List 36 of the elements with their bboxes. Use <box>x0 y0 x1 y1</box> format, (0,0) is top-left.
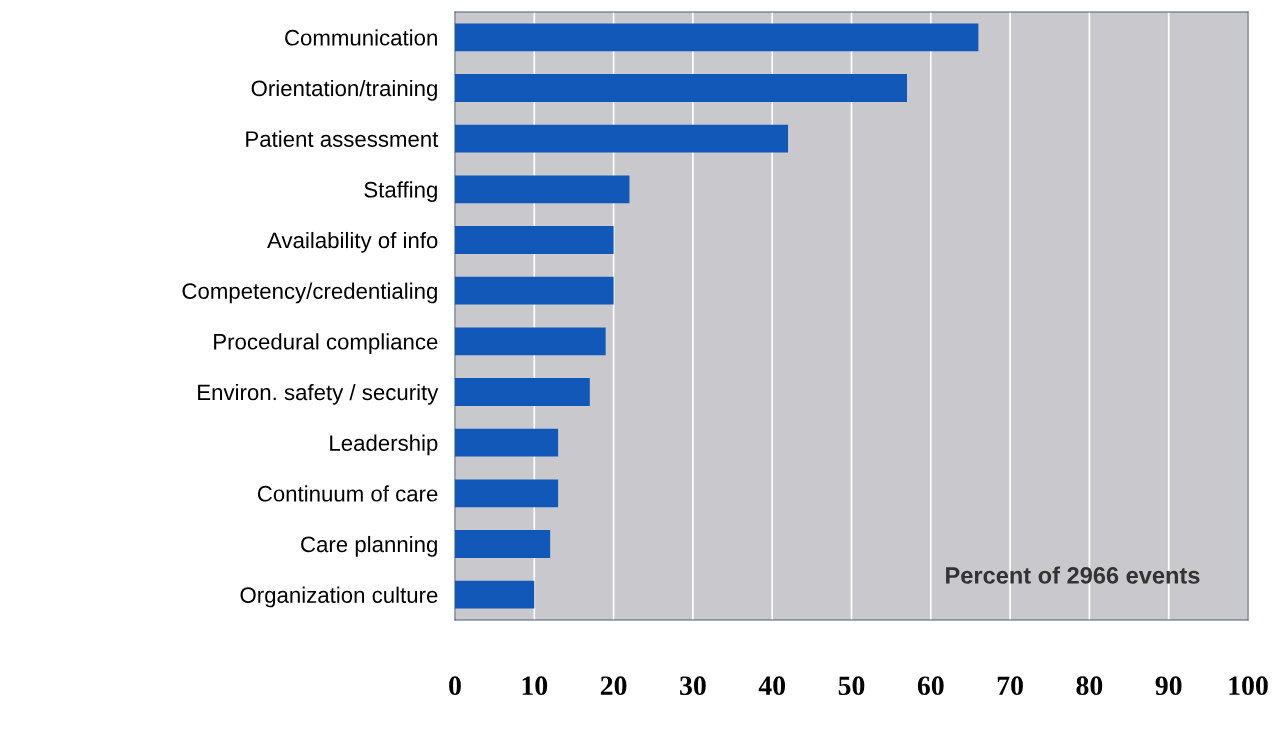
y-tick-label: Organization culture <box>240 586 438 608</box>
bar <box>455 378 590 406</box>
bar <box>455 327 606 356</box>
x-tick-label: 0 <box>449 676 461 696</box>
x-tick-label: 40 <box>758 676 786 696</box>
bar <box>455 580 535 609</box>
bar <box>455 74 908 102</box>
y-tick-label: Patient assessment <box>246 130 439 147</box>
y-tick-label: Staffing <box>364 181 437 202</box>
y-tick-label: Communication <box>285 29 437 46</box>
x-tick-label: 90 <box>1155 676 1182 696</box>
bar <box>455 530 551 558</box>
bar <box>455 428 559 457</box>
x-tick-label: 30 <box>680 676 706 696</box>
y-tick-label: Continuum of care <box>257 485 438 502</box>
y-tick-label: Orientation/training <box>251 79 437 101</box>
y-tick-label: Leadership <box>330 434 438 456</box>
x-tick-label: 60 <box>917 676 944 696</box>
bar <box>455 226 614 254</box>
x-tick-label: 10 <box>522 676 548 696</box>
x-tick-label: 20 <box>600 676 627 696</box>
annotation: Percent of 2966 events <box>946 566 1200 584</box>
y-tick-label: Environ. safety / security <box>198 383 439 405</box>
bar <box>455 124 789 153</box>
y-tick-label: Care planning <box>301 535 437 557</box>
x-tick-label: 50 <box>838 676 865 696</box>
x-tick-label: 80 <box>1076 676 1103 696</box>
y-tick-label: Procedural compliance <box>214 333 438 354</box>
bar <box>455 276 614 305</box>
y-tick-label: Availability of info <box>267 231 438 253</box>
bar <box>455 479 559 508</box>
x-tick-label: 70 <box>997 676 1023 696</box>
y-tick-label: Competency/credentialing <box>182 282 437 304</box>
bar <box>455 23 979 52</box>
bar <box>455 175 630 204</box>
x-tick-label: 100 <box>1229 676 1268 696</box>
